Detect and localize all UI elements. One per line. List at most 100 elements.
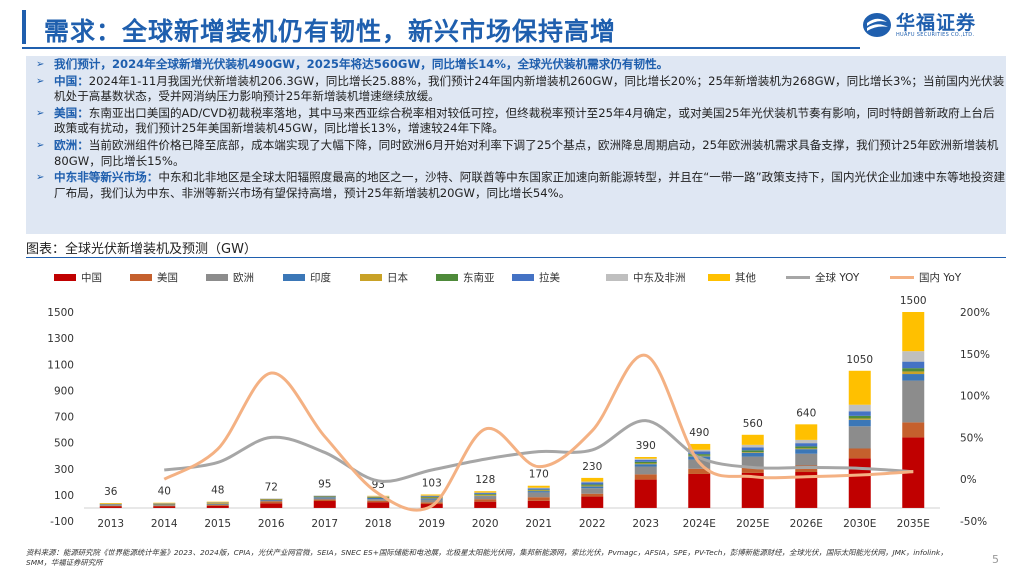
- bar-segment: [153, 505, 176, 507]
- capacity-chart: 中国 美国 欧洲 印度 日本 东南亚 拉美 中东及非洲 其他 全球 YOY 国内 YoY -100 10…: [47, 271, 990, 530]
- bar-segment: [420, 495, 443, 497]
- bar-segment: [581, 484, 604, 486]
- legend-label: 中东及非洲: [633, 271, 686, 284]
- bullet-label: 中国：: [54, 73, 89, 88]
- legend-swatch: [283, 274, 305, 281]
- bar-segment: [260, 498, 283, 500]
- bar-segment: [741, 444, 764, 448]
- legend-swatch: [206, 274, 228, 281]
- bar-segment: [206, 501, 229, 503]
- bar-segment: [420, 495, 443, 497]
- total-label: 36: [104, 486, 118, 498]
- bar-segment: [367, 496, 390, 497]
- bar-segment: [741, 472, 764, 508]
- bullet-arrow-icon: ➢: [36, 59, 45, 70]
- bullet-text: 我们预计，2024年全球新增光伏装机490GW，2025年将达560GW，同比增…: [54, 57, 669, 71]
- y2-tick-label: 0%: [960, 474, 977, 486]
- bar-segment: [848, 415, 871, 419]
- x-tick-label: 2018: [365, 518, 392, 530]
- bar-segment: [634, 474, 657, 480]
- x-tick-label: 2030E: [843, 518, 876, 530]
- x-tick-label: 2019: [418, 518, 445, 530]
- bar-segment: [527, 500, 550, 508]
- total-label: 1050: [846, 354, 873, 366]
- bullet-label: 中东非等新兴市场：: [54, 170, 159, 185]
- bar-segment: [634, 456, 657, 459]
- x-tick-label: 2024E: [683, 518, 716, 530]
- bar-segment: [206, 503, 229, 505]
- total-label: 95: [318, 479, 331, 491]
- bar-segment: [581, 482, 604, 485]
- bullet-text: 当前欧洲组件价格已降至底部，成本端实现了大幅下降，同时欧洲6月开始对利率下调了2…: [54, 137, 999, 168]
- x-tick-label: 2035E: [897, 518, 930, 530]
- legend-label: 国内 YoY: [919, 271, 962, 284]
- bar-segment: [741, 452, 764, 453]
- legend-label: 拉美: [539, 271, 560, 284]
- x-tick-label: 2026E: [790, 518, 823, 530]
- bar-segment: [99, 506, 122, 508]
- bar-segment: [902, 422, 925, 438]
- bar-segment: [206, 502, 229, 504]
- x-tick-label: 2025E: [736, 518, 769, 530]
- company-logo: 华福证券 HUAFU SECURITIES CO.,LTD.: [862, 8, 1012, 42]
- summary-bullets: ➢ 我们预计，2024年全球新增光伏装机490GW，2025年将达560GW，同…: [26, 56, 1006, 234]
- bar-segment: [741, 452, 764, 457]
- bar-segment: [153, 502, 176, 504]
- bar-segment: [367, 497, 390, 499]
- bar-segment: [474, 494, 497, 496]
- logo-text-cn: 华福证券: [896, 12, 977, 34]
- bar-segment: [795, 439, 818, 444]
- chart-title: 图表：全球光伏新增装机及预测（GW）: [26, 242, 257, 257]
- bar-segment: [848, 448, 871, 459]
- bar-segment: [902, 380, 925, 423]
- bar-segment: [313, 496, 336, 497]
- bar-segment: [902, 374, 925, 381]
- bar-segment: [260, 498, 283, 500]
- bar-segment: [848, 419, 871, 427]
- bar-segment: [634, 458, 657, 460]
- bar-segment: [581, 477, 604, 482]
- bar-segment: [313, 496, 336, 498]
- bar-segment: [206, 504, 229, 506]
- bar-segment: [99, 503, 122, 505]
- bar-segment: [581, 496, 604, 508]
- y2-tick-label: -50%: [960, 516, 987, 528]
- legend-label: 东南亚: [463, 271, 495, 284]
- bar-segment: [367, 495, 390, 497]
- x-tick-label: 2021: [525, 518, 552, 530]
- bar-segment: [260, 503, 283, 508]
- y-tick-label: 700: [54, 412, 74, 424]
- bar-segment: [634, 459, 657, 462]
- bar-segment: [527, 492, 550, 498]
- legend-label: 欧洲: [233, 272, 254, 284]
- bar-segment: [367, 498, 390, 500]
- legend-label: 印度: [310, 271, 331, 284]
- legend-swatch: [54, 274, 76, 281]
- bar-segment: [795, 448, 818, 450]
- bar-segment: [474, 493, 497, 494]
- total-label: 128: [475, 474, 495, 486]
- bar-segment: [581, 486, 604, 489]
- bar-segment: [795, 453, 818, 466]
- bar-segment: [688, 449, 711, 452]
- bullet-item: ➢ 中国：2024年1-11月我国光伏新增装机206.3GW，同比增长25.88…: [26, 73, 1006, 105]
- bullet-text: 中东和北非地区是全球太阳辐照度最高的地区之一，沙特、阿联酋等中东国家正加速向新能…: [54, 170, 1006, 200]
- bullet-label: 欧洲：: [54, 137, 89, 152]
- bar-segment: [527, 490, 550, 492]
- y-tick-label: 900: [54, 385, 74, 397]
- bar-segment: [206, 505, 229, 506]
- bar-segment: [474, 495, 497, 497]
- y-tick-label: 1100: [47, 359, 74, 371]
- bar-segment: [313, 497, 336, 499]
- x-tick-label: 2013: [97, 518, 124, 530]
- bar-segment: [902, 351, 925, 362]
- total-label: 1500: [900, 295, 927, 307]
- bar-segment: [527, 489, 550, 491]
- bullet-item: ➢ 欧洲：当前欧洲组件价格已降至底部，成本端实现了大幅下降，同时欧洲6月开始对利…: [26, 137, 1006, 169]
- title-accent: [22, 10, 26, 44]
- bar-segment: [206, 505, 229, 508]
- y-tick-label: 1300: [47, 333, 74, 345]
- bar-segment: [902, 371, 925, 375]
- legend-swatch: [436, 274, 458, 281]
- bar-segment: [313, 501, 336, 508]
